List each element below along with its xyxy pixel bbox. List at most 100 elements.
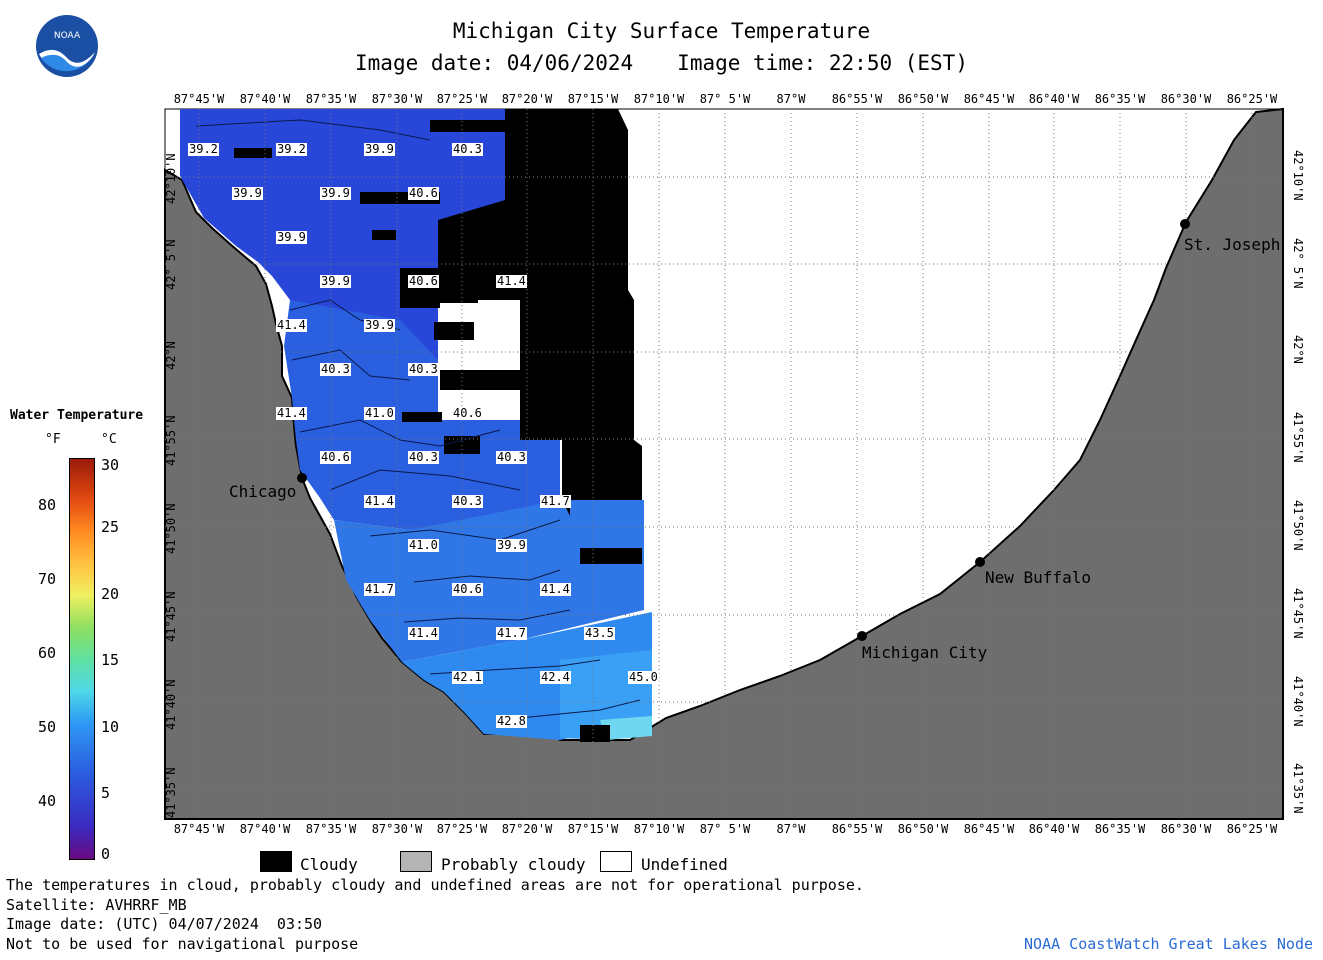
temp-label: 43.5 xyxy=(584,626,615,640)
lat-label: 41°45'N xyxy=(164,591,178,642)
lat-label: 41°50'N xyxy=(164,503,178,554)
c-tick: 5 xyxy=(101,784,111,802)
temp-label: 41.4 xyxy=(540,582,571,596)
temp-label: 40.6 xyxy=(452,582,483,596)
temp-label: 42.1 xyxy=(452,670,483,684)
lon-label: 87°25'W xyxy=(436,822,488,836)
lat-label: 42°10'N xyxy=(1291,150,1305,201)
temp-label: 39.2 xyxy=(188,142,219,156)
lon-label: 86°30'W xyxy=(1160,822,1212,836)
temp-label: 39.9 xyxy=(276,230,307,244)
temp-label: 40.3 xyxy=(496,450,527,464)
c-tick: 15 xyxy=(101,651,120,669)
utc-image-date: Image date: (UTC) 04/07/2024 03:50 xyxy=(6,915,323,933)
temp-label: 39.9 xyxy=(232,186,263,200)
image-date: Image date: 04/06/2024 xyxy=(355,51,634,75)
lon-label: 86°50'W xyxy=(897,822,949,836)
lon-label: 87°45'W xyxy=(173,822,225,836)
lon-label: 87°15'W xyxy=(567,822,619,836)
temp-label: 41.4 xyxy=(276,318,307,332)
lon-label: 86°35'W xyxy=(1094,92,1146,106)
temp-label: 41.7 xyxy=(540,494,571,508)
temp-label: 41.4 xyxy=(276,406,307,420)
image-time: Image time: 22:50 (EST) xyxy=(677,51,968,75)
key-undefined-label: Undefined xyxy=(641,855,728,874)
lat-label: 41°40'N xyxy=(1291,676,1305,727)
temp-label: 40.3 xyxy=(452,494,483,508)
legend-title: Water Temperature xyxy=(10,408,144,423)
temp-label: 40.3 xyxy=(408,450,439,464)
lon-label: 87°W xyxy=(776,92,806,106)
noaa-logo-text: NOAA xyxy=(54,31,81,41)
key-probably-cloudy-swatch xyxy=(400,851,432,872)
credit-link[interactable]: NOAA CoastWatch Great Lakes Node xyxy=(1024,935,1313,953)
lon-label: 86°30'W xyxy=(1160,92,1212,106)
lon-label: 87°35'W xyxy=(305,822,357,836)
lon-label: 86°45'W xyxy=(963,822,1015,836)
lon-label: 86°35'W xyxy=(1094,822,1146,836)
temp-label: 39.9 xyxy=(364,142,395,156)
temp-label: 40.6 xyxy=(320,450,351,464)
cloud-mask xyxy=(234,109,642,742)
lon-label: 87°45'W xyxy=(173,92,225,106)
city-label-st-joseph: St. Joseph xyxy=(1184,235,1281,254)
key-undefined-swatch xyxy=(600,851,632,872)
lon-label: 87° 5'W xyxy=(699,822,751,836)
lat-label: 41°50'N xyxy=(1291,500,1305,551)
key-probably-cloudy-label: Probably cloudy xyxy=(441,855,586,874)
temp-label: 41.0 xyxy=(408,538,439,552)
city-label-new-buffalo: New Buffalo xyxy=(985,568,1091,587)
city-label-chicago: Chicago xyxy=(229,482,297,501)
lon-label: 86°25'W xyxy=(1226,822,1278,836)
satellite-info: Satellite: AVHRRF_MB xyxy=(6,896,187,914)
disclaimer-note: The temperatures in cloud, probably clou… xyxy=(6,876,864,894)
lon-label: 87°10'W xyxy=(633,92,685,106)
c-tick: 20 xyxy=(101,585,120,603)
temp-label: 39.9 xyxy=(364,318,395,332)
c-tick: 0 xyxy=(101,845,111,863)
key-cloudy-label: Cloudy xyxy=(300,855,358,874)
image-datetime: Image date: 04/06/2024 Image time: 22:50 … xyxy=(0,51,1323,75)
st-joseph-marker xyxy=(1180,219,1190,229)
lon-label: 87°10'W xyxy=(633,822,685,836)
lon-label: 86°55'W xyxy=(831,822,883,836)
temp-label: 41.4 xyxy=(496,274,527,288)
lat-label: 42° 5'N xyxy=(1291,238,1305,289)
temp-label: 40.6 xyxy=(408,186,439,200)
lon-label: 87°40'W xyxy=(239,92,291,106)
temp-label: 45.0 xyxy=(628,670,659,684)
lat-label: 41°35'N xyxy=(1291,763,1305,814)
new-buffalo-marker xyxy=(975,557,985,567)
lon-label: 87°20'W xyxy=(501,822,553,836)
f-tick: 80 xyxy=(38,496,57,514)
lat-label: 41°40'N xyxy=(164,679,178,730)
temp-label: 41.7 xyxy=(364,582,395,596)
temp-label: 39.9 xyxy=(496,538,527,552)
isotherm-lines xyxy=(195,119,641,721)
lat-label: 41°35'N xyxy=(164,767,178,818)
temp-label: 40.3 xyxy=(320,362,351,376)
lon-label: 86°50'W xyxy=(897,92,949,106)
temp-label: 42.8 xyxy=(496,714,527,728)
temp-label: 40.6 xyxy=(408,274,439,288)
key-cloudy-swatch xyxy=(260,851,292,872)
lon-label: 87°20'W xyxy=(501,92,553,106)
lon-label: 87°15'W xyxy=(567,92,619,106)
f-tick: 70 xyxy=(38,570,57,588)
temp-label: 41.7 xyxy=(496,626,527,640)
c-tick: 25 xyxy=(101,518,120,536)
lon-label: 87°W xyxy=(776,822,806,836)
chicago-marker xyxy=(297,473,307,483)
temp-label: 39.9 xyxy=(320,186,351,200)
legend-unit-f: °F xyxy=(45,432,61,447)
lat-label: 41°45'N xyxy=(1291,588,1305,639)
temp-label: 42.4 xyxy=(540,670,571,684)
temp-label: 41.4 xyxy=(408,626,439,640)
temp-label: 41.0 xyxy=(364,406,395,420)
lon-label: 87°25'W xyxy=(436,92,488,106)
f-tick: 40 xyxy=(38,792,57,810)
lon-label: 87°30'W xyxy=(371,822,423,836)
temp-label: 40.6 xyxy=(452,406,483,420)
temp-label: 40.3 xyxy=(408,362,439,376)
